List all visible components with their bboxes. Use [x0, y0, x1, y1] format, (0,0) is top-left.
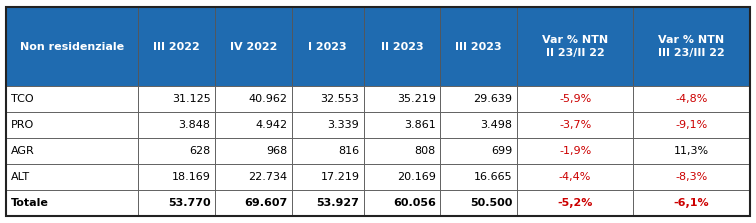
Bar — [215, 164, 292, 190]
Text: 17.219: 17.219 — [321, 172, 359, 182]
Text: 50.500: 50.500 — [470, 198, 513, 208]
Bar — [292, 86, 364, 112]
Bar — [6, 7, 138, 86]
Text: 808: 808 — [415, 146, 436, 156]
Text: 32.553: 32.553 — [321, 94, 359, 104]
Bar — [215, 112, 292, 138]
Text: 16.665: 16.665 — [474, 172, 513, 182]
Bar — [634, 164, 750, 190]
Text: 53.927: 53.927 — [317, 198, 359, 208]
Text: 18.169: 18.169 — [172, 172, 211, 182]
Text: TCO: TCO — [11, 94, 33, 104]
Text: Var % NTN
II 23/II 22: Var % NTN II 23/II 22 — [542, 35, 608, 58]
Text: 40.962: 40.962 — [248, 94, 287, 104]
Text: 4.942: 4.942 — [255, 120, 287, 130]
Text: 20.169: 20.169 — [397, 172, 436, 182]
Bar — [441, 138, 517, 164]
Bar — [6, 190, 138, 216]
Text: II 2023: II 2023 — [381, 41, 423, 52]
Text: III 2023: III 2023 — [455, 41, 502, 52]
Bar — [441, 190, 517, 216]
Bar — [441, 164, 517, 190]
Bar — [6, 138, 138, 164]
Text: 628: 628 — [189, 146, 211, 156]
Text: III 2022: III 2022 — [153, 41, 200, 52]
Bar — [634, 86, 750, 112]
Bar — [441, 86, 517, 112]
Bar — [138, 164, 215, 190]
Text: 35.219: 35.219 — [397, 94, 436, 104]
Text: 22.734: 22.734 — [248, 172, 287, 182]
Text: Non residenziale: Non residenziale — [20, 41, 124, 52]
Bar — [634, 138, 750, 164]
Bar — [292, 164, 364, 190]
Bar — [215, 86, 292, 112]
Bar — [364, 112, 441, 138]
Text: -6,1%: -6,1% — [674, 198, 709, 208]
Bar — [517, 86, 634, 112]
Text: 3.498: 3.498 — [481, 120, 513, 130]
Bar — [634, 190, 750, 216]
Bar — [292, 190, 364, 216]
Text: Totale: Totale — [11, 198, 48, 208]
Text: 11,3%: 11,3% — [674, 146, 709, 156]
Text: 29.639: 29.639 — [473, 94, 513, 104]
Bar — [517, 112, 634, 138]
Bar — [138, 190, 215, 216]
Bar — [215, 138, 292, 164]
Text: -8,3%: -8,3% — [675, 172, 708, 182]
Text: AGR: AGR — [11, 146, 34, 156]
Text: 31.125: 31.125 — [172, 94, 211, 104]
Bar — [517, 138, 634, 164]
Text: 3.861: 3.861 — [404, 120, 436, 130]
Text: -1,9%: -1,9% — [559, 146, 591, 156]
Bar — [364, 138, 441, 164]
Bar — [6, 164, 138, 190]
Bar — [138, 7, 215, 86]
Text: 3.339: 3.339 — [327, 120, 359, 130]
Bar — [634, 7, 750, 86]
Bar — [364, 190, 441, 216]
Bar — [138, 112, 215, 138]
Text: -5,2%: -5,2% — [557, 198, 593, 208]
Text: -5,9%: -5,9% — [559, 94, 591, 104]
Text: 816: 816 — [338, 146, 359, 156]
Text: -4,8%: -4,8% — [675, 94, 708, 104]
Bar — [138, 86, 215, 112]
Bar — [138, 138, 215, 164]
Text: -9,1%: -9,1% — [675, 120, 708, 130]
Text: I 2023: I 2023 — [308, 41, 347, 52]
Text: PRO: PRO — [11, 120, 34, 130]
Text: 53.770: 53.770 — [168, 198, 211, 208]
Bar — [364, 7, 441, 86]
Bar — [517, 190, 634, 216]
Text: -4,4%: -4,4% — [559, 172, 591, 182]
Bar — [517, 164, 634, 190]
Bar — [634, 112, 750, 138]
Bar — [215, 190, 292, 216]
Text: Var % NTN
III 23/III 22: Var % NTN III 23/III 22 — [658, 35, 725, 58]
Text: 968: 968 — [266, 146, 287, 156]
Bar — [215, 7, 292, 86]
Bar — [441, 112, 517, 138]
Bar — [364, 164, 441, 190]
Text: IV 2022: IV 2022 — [230, 41, 277, 52]
Bar — [364, 86, 441, 112]
Bar — [6, 86, 138, 112]
Bar — [292, 7, 364, 86]
Bar — [517, 7, 634, 86]
Bar — [6, 112, 138, 138]
Bar — [441, 7, 517, 86]
Text: 60.056: 60.056 — [393, 198, 436, 208]
Bar — [292, 138, 364, 164]
Text: 69.607: 69.607 — [244, 198, 287, 208]
Text: 699: 699 — [491, 146, 513, 156]
Bar — [292, 112, 364, 138]
Text: 3.848: 3.848 — [178, 120, 211, 130]
Text: -3,7%: -3,7% — [559, 120, 591, 130]
Text: ALT: ALT — [11, 172, 29, 182]
